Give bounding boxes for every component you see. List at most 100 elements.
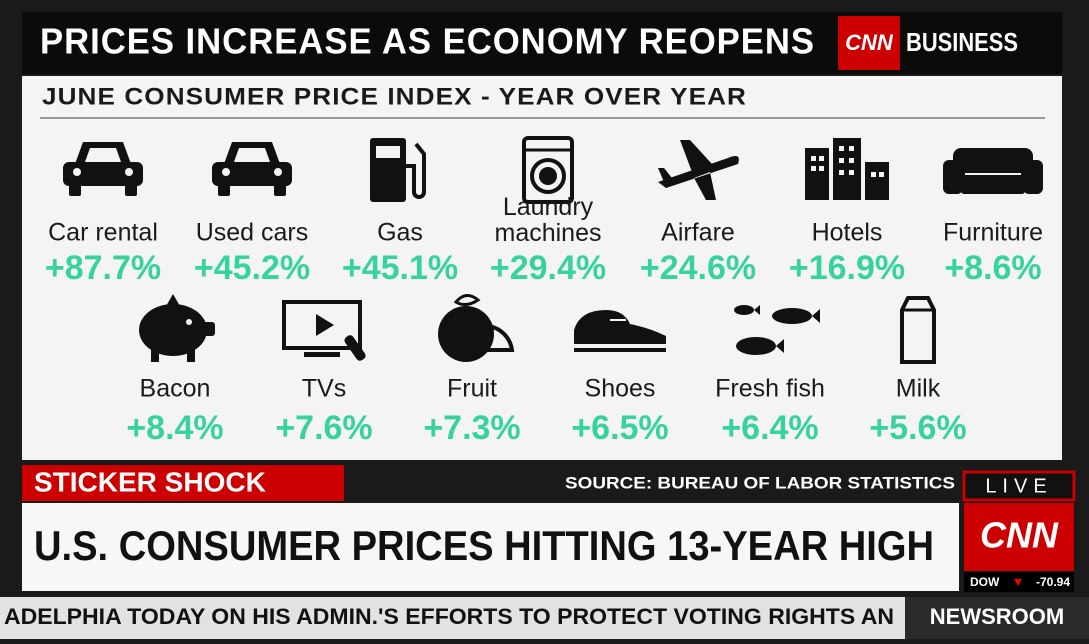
item-label: Used cars <box>196 219 309 247</box>
banner-tag: STICKER SHOCK <box>34 466 266 497</box>
icon-shape <box>218 184 230 196</box>
item-value: +6.4% <box>721 409 818 447</box>
icon-shape <box>811 166 816 171</box>
item-icon <box>370 138 426 202</box>
show-box <box>905 597 1089 639</box>
icon-shape <box>304 352 340 357</box>
icon-shape <box>186 319 192 325</box>
icon-shape <box>1023 160 1043 194</box>
banner-source: SOURCE: BUREAU OF LABOR STATISTICS <box>565 473 955 492</box>
icon-shape <box>754 305 760 315</box>
item-icon <box>900 296 936 364</box>
icon-shape <box>736 337 776 355</box>
icon-shape <box>772 308 812 324</box>
icon-shape <box>839 170 844 175</box>
item-icon <box>139 294 215 362</box>
item-label: Furniture <box>943 219 1043 247</box>
item-label: Fruit <box>447 375 497 403</box>
icon-shape <box>871 172 876 177</box>
icon-shape <box>73 168 81 176</box>
live-logo: CNN <box>980 515 1059 556</box>
crawl-show: NEWSROOM <box>930 604 1064 629</box>
icon-shape <box>734 305 754 315</box>
item-value: +8.4% <box>126 409 223 447</box>
icon-shape <box>486 323 515 352</box>
icon-shape <box>316 314 334 336</box>
item-value: +6.5% <box>571 409 668 447</box>
item-value: +16.9% <box>789 249 905 287</box>
label-line: machines <box>495 219 602 247</box>
item-icon <box>943 148 1043 194</box>
item-label: Car rental <box>48 219 158 247</box>
icon-shape <box>833 138 861 200</box>
item-label: Milk <box>896 375 941 403</box>
icon-shape <box>530 158 566 194</box>
icon-shape <box>222 168 230 176</box>
item-value: +45.1% <box>342 249 458 287</box>
icon-shape <box>282 300 362 350</box>
icon-shape <box>819 156 824 161</box>
ticker-value: -70.94 <box>1036 575 1070 589</box>
icon-shape <box>69 184 81 196</box>
icon-shape <box>811 156 816 161</box>
item-icon <box>522 136 574 204</box>
icon-shape <box>849 146 854 151</box>
icon-shape <box>522 136 574 204</box>
icon-shape <box>406 142 426 199</box>
icon-shape <box>85 148 121 162</box>
icon-shape <box>63 162 143 186</box>
icon-shape <box>811 146 884 177</box>
item-label: Fresh fish <box>715 375 825 403</box>
item-value: +7.6% <box>275 409 372 447</box>
icon-shape <box>165 294 181 308</box>
icon-shape <box>151 350 159 362</box>
item-label: TVs <box>302 375 346 403</box>
header-logo: CNN <box>845 30 894 55</box>
live-box <box>962 470 1076 502</box>
headline-box <box>22 503 959 591</box>
item-icon <box>734 305 820 355</box>
items: Car rental+87.7% Used cars+45.2% Gas+45.1%… <box>45 136 1043 447</box>
item-value: +7.3% <box>423 409 520 447</box>
icon-shape <box>849 170 854 175</box>
live-logo-box <box>964 503 1074 571</box>
icon-shape <box>203 322 215 336</box>
icon-shape <box>539 167 557 185</box>
icon-shape <box>125 168 133 176</box>
icon-shape <box>953 148 1033 178</box>
icon-shape <box>344 335 366 361</box>
item-value: +5.6% <box>869 409 966 447</box>
item-label: Gas <box>377 219 423 247</box>
icon-shape <box>819 166 824 171</box>
logo-box <box>838 16 900 70</box>
icon-shape <box>274 184 286 196</box>
icon-shape <box>839 146 844 151</box>
item-icon <box>282 300 366 361</box>
icon-shape <box>574 310 666 352</box>
subtitle: JUNE CONSUMER PRICE INDEX - YEAR OVER YE… <box>42 83 747 110</box>
item-label: Hotels <box>812 219 883 247</box>
crawl-text: ADELPHIA TODAY ON HIS ADMIN.'S EFFORTS T… <box>4 604 894 629</box>
item-value: +29.4% <box>490 249 606 287</box>
icon-shape <box>961 174 1025 194</box>
item-label: Airfare <box>661 219 735 247</box>
item-icon <box>658 140 739 200</box>
icon-shape <box>187 350 195 362</box>
item-label: Shoes <box>585 375 656 403</box>
icon-shape <box>805 148 829 200</box>
icon-shape <box>849 158 854 163</box>
item-value: +45.2% <box>194 249 310 287</box>
icon-shape <box>574 344 666 348</box>
icon-shape <box>865 162 889 200</box>
item-label: Laundry machines <box>495 193 602 247</box>
item-icon <box>212 142 292 196</box>
icon-shape <box>658 140 739 200</box>
icon-shape <box>438 306 494 362</box>
icon-shape <box>234 148 270 162</box>
tag-box <box>22 465 344 501</box>
item-label: Bacon <box>140 375 211 403</box>
item-icon <box>438 294 515 362</box>
item-icon <box>574 310 666 352</box>
item-icon <box>63 142 143 196</box>
